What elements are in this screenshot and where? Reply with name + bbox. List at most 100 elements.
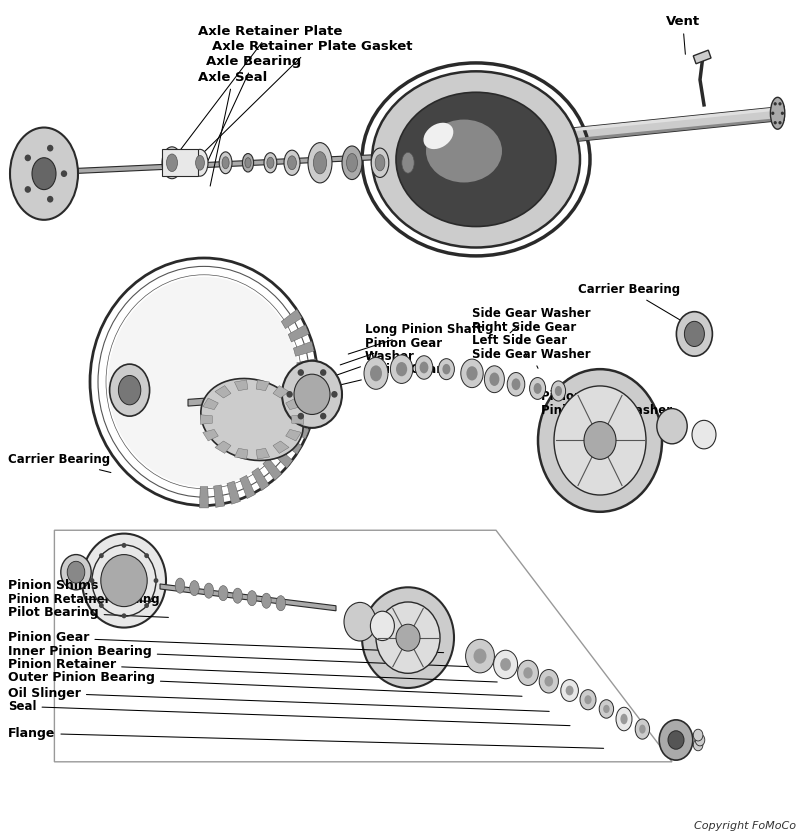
Ellipse shape (561, 680, 578, 701)
Text: Copyright FoMoCo: Copyright FoMoCo (694, 821, 796, 831)
Ellipse shape (276, 596, 286, 611)
Polygon shape (288, 325, 309, 342)
Polygon shape (273, 386, 289, 398)
Ellipse shape (375, 154, 385, 171)
Ellipse shape (218, 586, 228, 601)
Ellipse shape (584, 422, 616, 460)
Ellipse shape (284, 150, 300, 175)
Ellipse shape (82, 534, 166, 628)
Ellipse shape (518, 660, 538, 685)
Ellipse shape (442, 364, 450, 374)
Polygon shape (234, 380, 248, 391)
Ellipse shape (314, 152, 326, 174)
Ellipse shape (530, 378, 546, 399)
Text: Axle Bearing: Axle Bearing (201, 55, 302, 175)
Ellipse shape (376, 602, 440, 673)
Ellipse shape (539, 670, 558, 693)
Ellipse shape (362, 587, 454, 688)
Circle shape (144, 603, 149, 608)
Circle shape (331, 391, 338, 398)
Ellipse shape (344, 602, 376, 641)
Ellipse shape (396, 362, 407, 377)
Text: Pinion Shims: Pinion Shims (8, 579, 140, 592)
Polygon shape (288, 421, 309, 439)
Circle shape (778, 121, 782, 124)
Circle shape (122, 543, 126, 548)
Polygon shape (215, 386, 231, 398)
Polygon shape (200, 414, 212, 425)
Ellipse shape (635, 719, 650, 739)
Text: Seal: Seal (8, 700, 570, 726)
Ellipse shape (61, 555, 91, 590)
Ellipse shape (616, 707, 632, 731)
Ellipse shape (282, 361, 342, 428)
Polygon shape (282, 310, 302, 329)
Circle shape (320, 413, 326, 420)
Polygon shape (256, 380, 270, 391)
Circle shape (771, 112, 774, 115)
Ellipse shape (551, 381, 566, 401)
Ellipse shape (500, 658, 511, 671)
Text: Washer: Washer (332, 350, 414, 377)
Text: Pinion Retainer O-Ring: Pinion Retainer O-Ring (8, 592, 160, 606)
Text: Outer Pinion Bearing: Outer Pinion Bearing (8, 671, 522, 696)
Polygon shape (292, 414, 304, 425)
Ellipse shape (566, 685, 574, 696)
Ellipse shape (668, 731, 684, 749)
Ellipse shape (423, 122, 454, 149)
Ellipse shape (415, 356, 433, 379)
Ellipse shape (396, 624, 420, 651)
Ellipse shape (466, 639, 494, 673)
Ellipse shape (204, 583, 214, 598)
Polygon shape (256, 448, 270, 459)
Ellipse shape (192, 149, 208, 176)
Polygon shape (252, 467, 269, 491)
Circle shape (778, 102, 782, 106)
Ellipse shape (639, 725, 646, 733)
Ellipse shape (245, 158, 251, 168)
Circle shape (90, 578, 94, 583)
Ellipse shape (534, 383, 542, 394)
Text: Pinion Gear: Pinion Gear (324, 363, 442, 388)
Circle shape (99, 603, 104, 608)
Circle shape (774, 102, 777, 106)
Ellipse shape (466, 366, 478, 381)
Circle shape (25, 186, 31, 193)
Ellipse shape (485, 366, 504, 393)
Text: Carrier Bearing: Carrier Bearing (578, 283, 686, 323)
Polygon shape (234, 448, 248, 459)
Ellipse shape (554, 386, 646, 495)
Ellipse shape (545, 676, 553, 686)
Polygon shape (202, 430, 218, 441)
Ellipse shape (67, 561, 85, 583)
Polygon shape (188, 391, 304, 406)
Ellipse shape (342, 146, 362, 180)
Circle shape (286, 391, 293, 398)
Polygon shape (480, 107, 784, 151)
Text: Inner Pinion Bearing: Inner Pinion Bearing (8, 644, 476, 667)
Ellipse shape (397, 144, 419, 181)
Ellipse shape (390, 355, 413, 383)
Text: Pinion Gear: Pinion Gear (541, 390, 618, 416)
Ellipse shape (538, 369, 662, 512)
Ellipse shape (370, 611, 394, 641)
Ellipse shape (695, 734, 705, 746)
Ellipse shape (32, 158, 56, 190)
Polygon shape (215, 441, 231, 453)
Circle shape (298, 369, 304, 376)
Ellipse shape (267, 157, 274, 169)
Circle shape (154, 578, 158, 583)
Ellipse shape (692, 420, 716, 449)
Ellipse shape (677, 312, 712, 357)
Ellipse shape (603, 705, 610, 713)
Ellipse shape (233, 588, 242, 603)
Ellipse shape (364, 357, 388, 389)
Ellipse shape (494, 650, 518, 679)
Ellipse shape (402, 153, 414, 173)
Ellipse shape (507, 373, 525, 396)
Ellipse shape (264, 153, 277, 173)
Circle shape (61, 170, 67, 177)
Ellipse shape (242, 154, 254, 172)
Ellipse shape (108, 277, 300, 487)
Ellipse shape (694, 729, 703, 741)
